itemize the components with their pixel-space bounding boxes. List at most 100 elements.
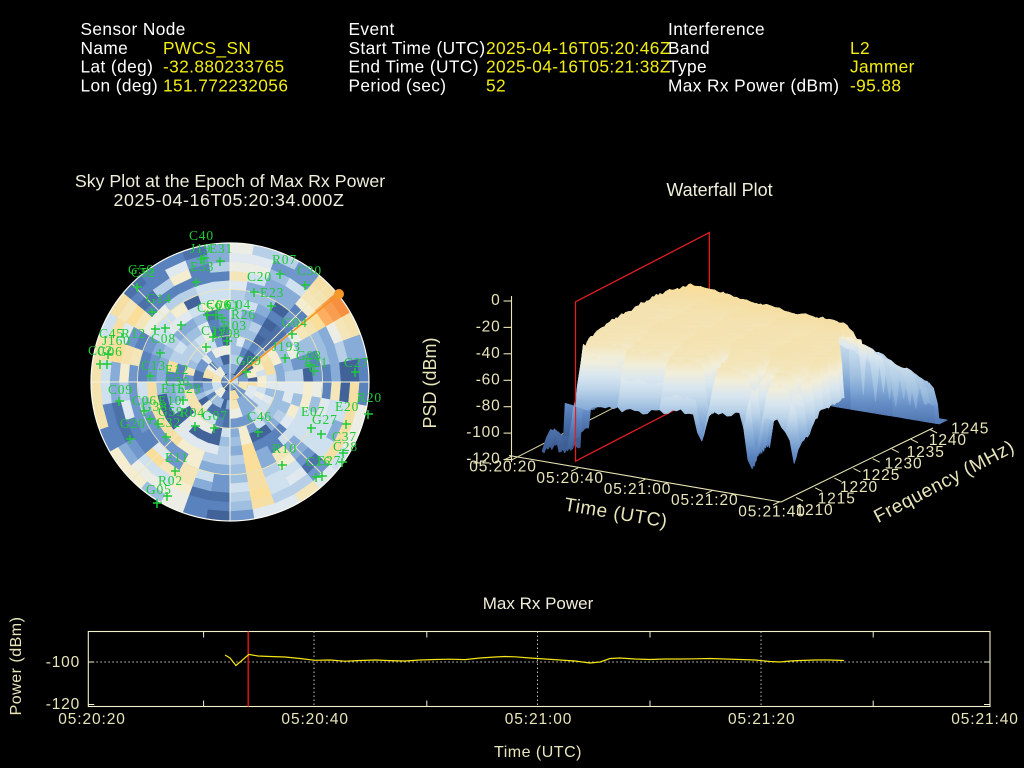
svg-text:05:21:20: 05:21:20 [671, 492, 739, 509]
svg-text:-32.880233765: -32.880233765 [163, 57, 284, 77]
svg-text:05:20:20: 05:20:20 [469, 459, 537, 476]
svg-text:C36: C36 [165, 374, 190, 389]
svg-text:C01: C01 [215, 298, 240, 313]
svg-text:05:21:00: 05:21:00 [505, 711, 573, 728]
svg-text:R12: R12 [121, 326, 146, 341]
svg-text:0: 0 [491, 292, 500, 309]
svg-text:Lon (deg): Lon (deg) [81, 76, 159, 96]
svg-text:-95.88: -95.88 [850, 76, 901, 96]
svg-text:E27: E27 [317, 453, 341, 468]
svg-text:Start Time (UTC): Start Time (UTC) [349, 38, 486, 58]
svg-text:Max Rx Power (dBm): Max Rx Power (dBm) [668, 76, 839, 96]
svg-text:C45: C45 [99, 326, 124, 341]
svg-text:05:21:20: 05:21:20 [728, 711, 796, 728]
svg-text:C52: C52 [131, 265, 156, 280]
svg-text:1225: 1225 [862, 467, 900, 484]
svg-text:-80: -80 [476, 398, 501, 415]
svg-text:Time (UTC): Time (UTC) [494, 744, 582, 761]
svg-text:05:20:40: 05:20:40 [281, 711, 349, 728]
svg-text:J19: J19 [190, 241, 211, 256]
svg-text:52: 52 [486, 76, 506, 96]
svg-text:G09: G09 [236, 353, 262, 368]
svg-text:G27: G27 [312, 412, 338, 427]
svg-text:E07: E07 [301, 404, 325, 419]
svg-text:C06: C06 [132, 393, 157, 408]
svg-text:C32: C32 [156, 415, 181, 430]
svg-text:1215: 1215 [818, 491, 856, 508]
svg-text:R07: R07 [272, 252, 297, 267]
svg-text:-40: -40 [476, 345, 501, 362]
svg-text:C06: C06 [206, 297, 231, 312]
svg-text:-120: -120 [46, 696, 80, 713]
svg-text:C09: C09 [108, 382, 133, 397]
svg-text:C04: C04 [226, 297, 251, 312]
svg-text:G04: G04 [282, 315, 308, 330]
svg-text:E10: E10 [158, 393, 182, 408]
svg-text:R03: R03 [222, 318, 247, 333]
svg-text:1240: 1240 [929, 432, 967, 449]
svg-text:E15: E15 [161, 381, 185, 396]
svg-text:1245: 1245 [951, 421, 989, 438]
svg-text:-120: -120 [466, 451, 500, 468]
svg-text:C40: C40 [189, 228, 214, 243]
svg-text:05:20:40: 05:20:40 [536, 470, 604, 487]
svg-text:Power (dBm): Power (dBm) [8, 617, 25, 716]
svg-text:C28: C28 [333, 439, 358, 454]
svg-text:05:20:20: 05:20:20 [58, 711, 126, 728]
svg-text:E21: E21 [304, 355, 328, 370]
svg-text:C16: C16 [306, 454, 331, 469]
svg-text:2025-04-16T05:21:38Z: 2025-04-16T05:21:38Z [486, 57, 671, 77]
svg-text:E20: E20 [335, 399, 359, 414]
svg-text:E11: E11 [165, 450, 189, 465]
svg-text:Period (sec): Period (sec) [349, 76, 447, 96]
svg-text:C27: C27 [344, 355, 369, 370]
svg-text:C30: C30 [297, 263, 322, 278]
svg-text:1230: 1230 [884, 456, 922, 473]
svg-text:R02: R02 [158, 473, 183, 488]
svg-text:-100: -100 [46, 654, 80, 671]
svg-text:Interference: Interference [668, 19, 765, 39]
svg-text:1220: 1220 [840, 479, 878, 496]
svg-text:G08: G08 [296, 348, 322, 363]
svg-text:E33: E33 [190, 259, 214, 274]
svg-text:E12: E12 [165, 362, 189, 377]
svg-text:Sensor Node: Sensor Node [81, 19, 186, 39]
svg-text:L2: L2 [850, 38, 870, 58]
svg-text:G20: G20 [120, 416, 146, 431]
svg-text:2025-04-16T05:20:34.000Z: 2025-04-16T05:20:34.000Z [114, 190, 345, 210]
svg-text:Jammer: Jammer [850, 57, 915, 77]
svg-text:E29: E29 [177, 381, 201, 396]
svg-text:E23: E23 [260, 285, 284, 300]
svg-text:G07: G07 [202, 408, 228, 423]
svg-text:Lat (deg): Lat (deg) [81, 57, 154, 77]
svg-text:J193: J193 [272, 339, 301, 354]
svg-text:C59: C59 [197, 300, 222, 315]
svg-text:Band: Band [668, 38, 710, 58]
svg-text:PWCS_SN: PWCS_SN [163, 38, 251, 58]
svg-text:C37: C37 [332, 429, 357, 444]
svg-text:PSD (dBm): PSD (dBm) [420, 337, 440, 428]
svg-text:-100: -100 [466, 424, 500, 441]
svg-text:R04: R04 [180, 405, 205, 420]
svg-text:Name: Name [81, 38, 129, 58]
svg-text:-20: -20 [476, 318, 501, 335]
svg-text:1210: 1210 [795, 502, 833, 519]
svg-text:G56: G56 [128, 262, 154, 277]
svg-text:J198: J198 [212, 326, 241, 341]
svg-text:End Time (UTC): End Time (UTC) [349, 57, 479, 77]
svg-text:R10: R10 [272, 441, 297, 456]
svg-text:R20: R20 [357, 390, 382, 405]
svg-text:Max Rx Power: Max Rx Power [483, 594, 594, 613]
svg-text:05:21:40: 05:21:40 [738, 504, 806, 521]
svg-text:Sky Plot at the Epoch of Max R: Sky Plot at the Epoch of Max Rx Power [75, 171, 385, 191]
svg-text:Waterfall Plot: Waterfall Plot [666, 180, 772, 200]
svg-text:C19: C19 [201, 323, 226, 338]
svg-text:G59: G59 [158, 404, 184, 419]
svg-text:E31: E31 [209, 241, 233, 256]
svg-text:2025-04-16T05:20:46Z: 2025-04-16T05:20:46Z [486, 38, 671, 58]
svg-text:G05: G05 [146, 482, 172, 497]
svg-text:C20: C20 [247, 269, 272, 284]
svg-text:05:21:40: 05:21:40 [951, 711, 1019, 728]
svg-text:-60: -60 [476, 371, 501, 388]
svg-text:C46: C46 [247, 409, 272, 424]
